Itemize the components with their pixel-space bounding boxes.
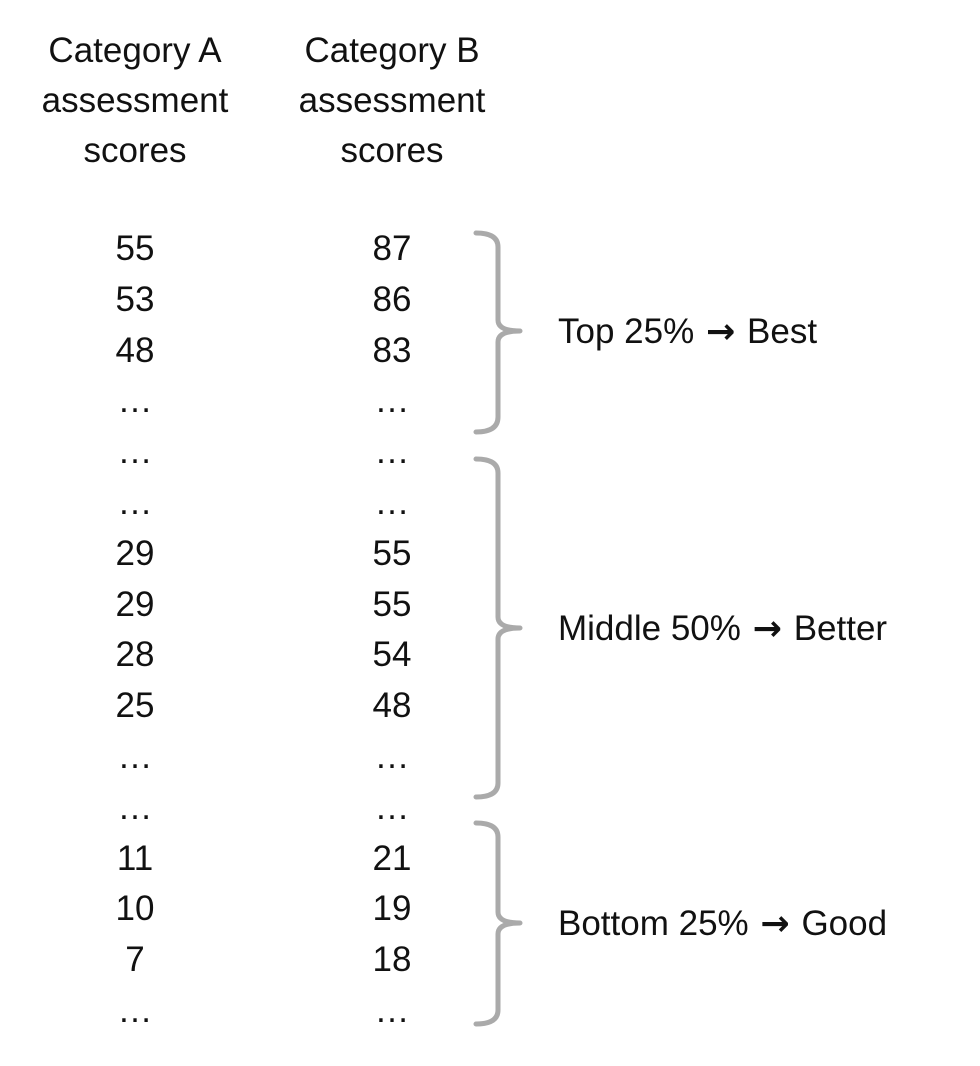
top-bracket: [473, 230, 523, 435]
category-a-score: 7: [125, 940, 145, 979]
middle-group-prefix: Middle 50%: [558, 609, 741, 648]
category-a-score: …: [117, 991, 153, 1030]
category-b-score: 18: [372, 940, 412, 979]
category-a-score: …: [117, 432, 153, 471]
middle-bracket: [473, 456, 523, 800]
category-a-header: Category A assessment scores: [10, 26, 260, 176]
right-arrow-icon: →: [752, 609, 782, 649]
category-b-score: 86: [372, 280, 412, 319]
category-b-score: …: [374, 737, 410, 776]
top-group-suffix: Best: [747, 312, 818, 351]
category-a-score: 11: [116, 839, 154, 878]
category-a-score: …: [117, 737, 153, 776]
category-b-score: 83: [372, 331, 412, 370]
category-a-score: 28: [115, 635, 155, 674]
category-a-score: 48: [115, 331, 155, 370]
category-b-header-line-3: scores: [340, 131, 444, 170]
category-b-header-line-2: assessment: [298, 81, 486, 120]
category-b-score: …: [374, 432, 410, 471]
bottom-group-prefix: Bottom 25%: [558, 904, 749, 943]
category-a-score: 29: [115, 534, 155, 573]
category-b-score: 19: [372, 889, 412, 928]
category-a-header-line-2: assessment: [41, 81, 229, 120]
right-arrow-icon: →: [760, 904, 790, 944]
category-b-header: Category B assessment scores: [267, 26, 517, 176]
bottom-group-label: Bottom 25% → Good: [558, 899, 887, 949]
category-b-score: …: [374, 788, 410, 827]
category-b-score: 87: [372, 229, 412, 268]
category-a-score: …: [117, 483, 153, 522]
category-b-score: …: [374, 991, 410, 1030]
category-b-score: 21: [372, 839, 412, 878]
middle-group-suffix: Better: [793, 609, 888, 648]
bottom-group-suffix: Good: [801, 904, 888, 943]
middle-group-label: Middle 50% → Better: [558, 604, 887, 654]
bottom-bracket: [473, 820, 523, 1027]
right-arrow-icon: →: [705, 312, 736, 352]
category-b-score: 55: [372, 585, 412, 624]
category-a-score: 29: [115, 585, 155, 624]
category-b-score: 48: [372, 686, 412, 725]
category-b-score: …: [374, 381, 410, 420]
category-a-score: …: [117, 788, 153, 827]
category-a-score: 10: [115, 889, 155, 928]
category-a-header-line-1: Category A: [48, 31, 222, 70]
category-a-score: 55: [115, 229, 155, 268]
top-group-label: Top 25% → Best: [558, 307, 817, 357]
category-a-score: …: [117, 381, 153, 420]
top-group-prefix: Top 25%: [558, 312, 695, 351]
category-a-score: 25: [115, 686, 155, 725]
category-b-header-line-1: Category B: [304, 31, 480, 70]
category-a-score: 53: [115, 280, 155, 319]
category-b-score: …: [374, 483, 410, 522]
category-b-score: 54: [372, 635, 412, 674]
category-a-header-line-3: scores: [83, 131, 187, 170]
category-b-score: 55: [372, 534, 412, 573]
